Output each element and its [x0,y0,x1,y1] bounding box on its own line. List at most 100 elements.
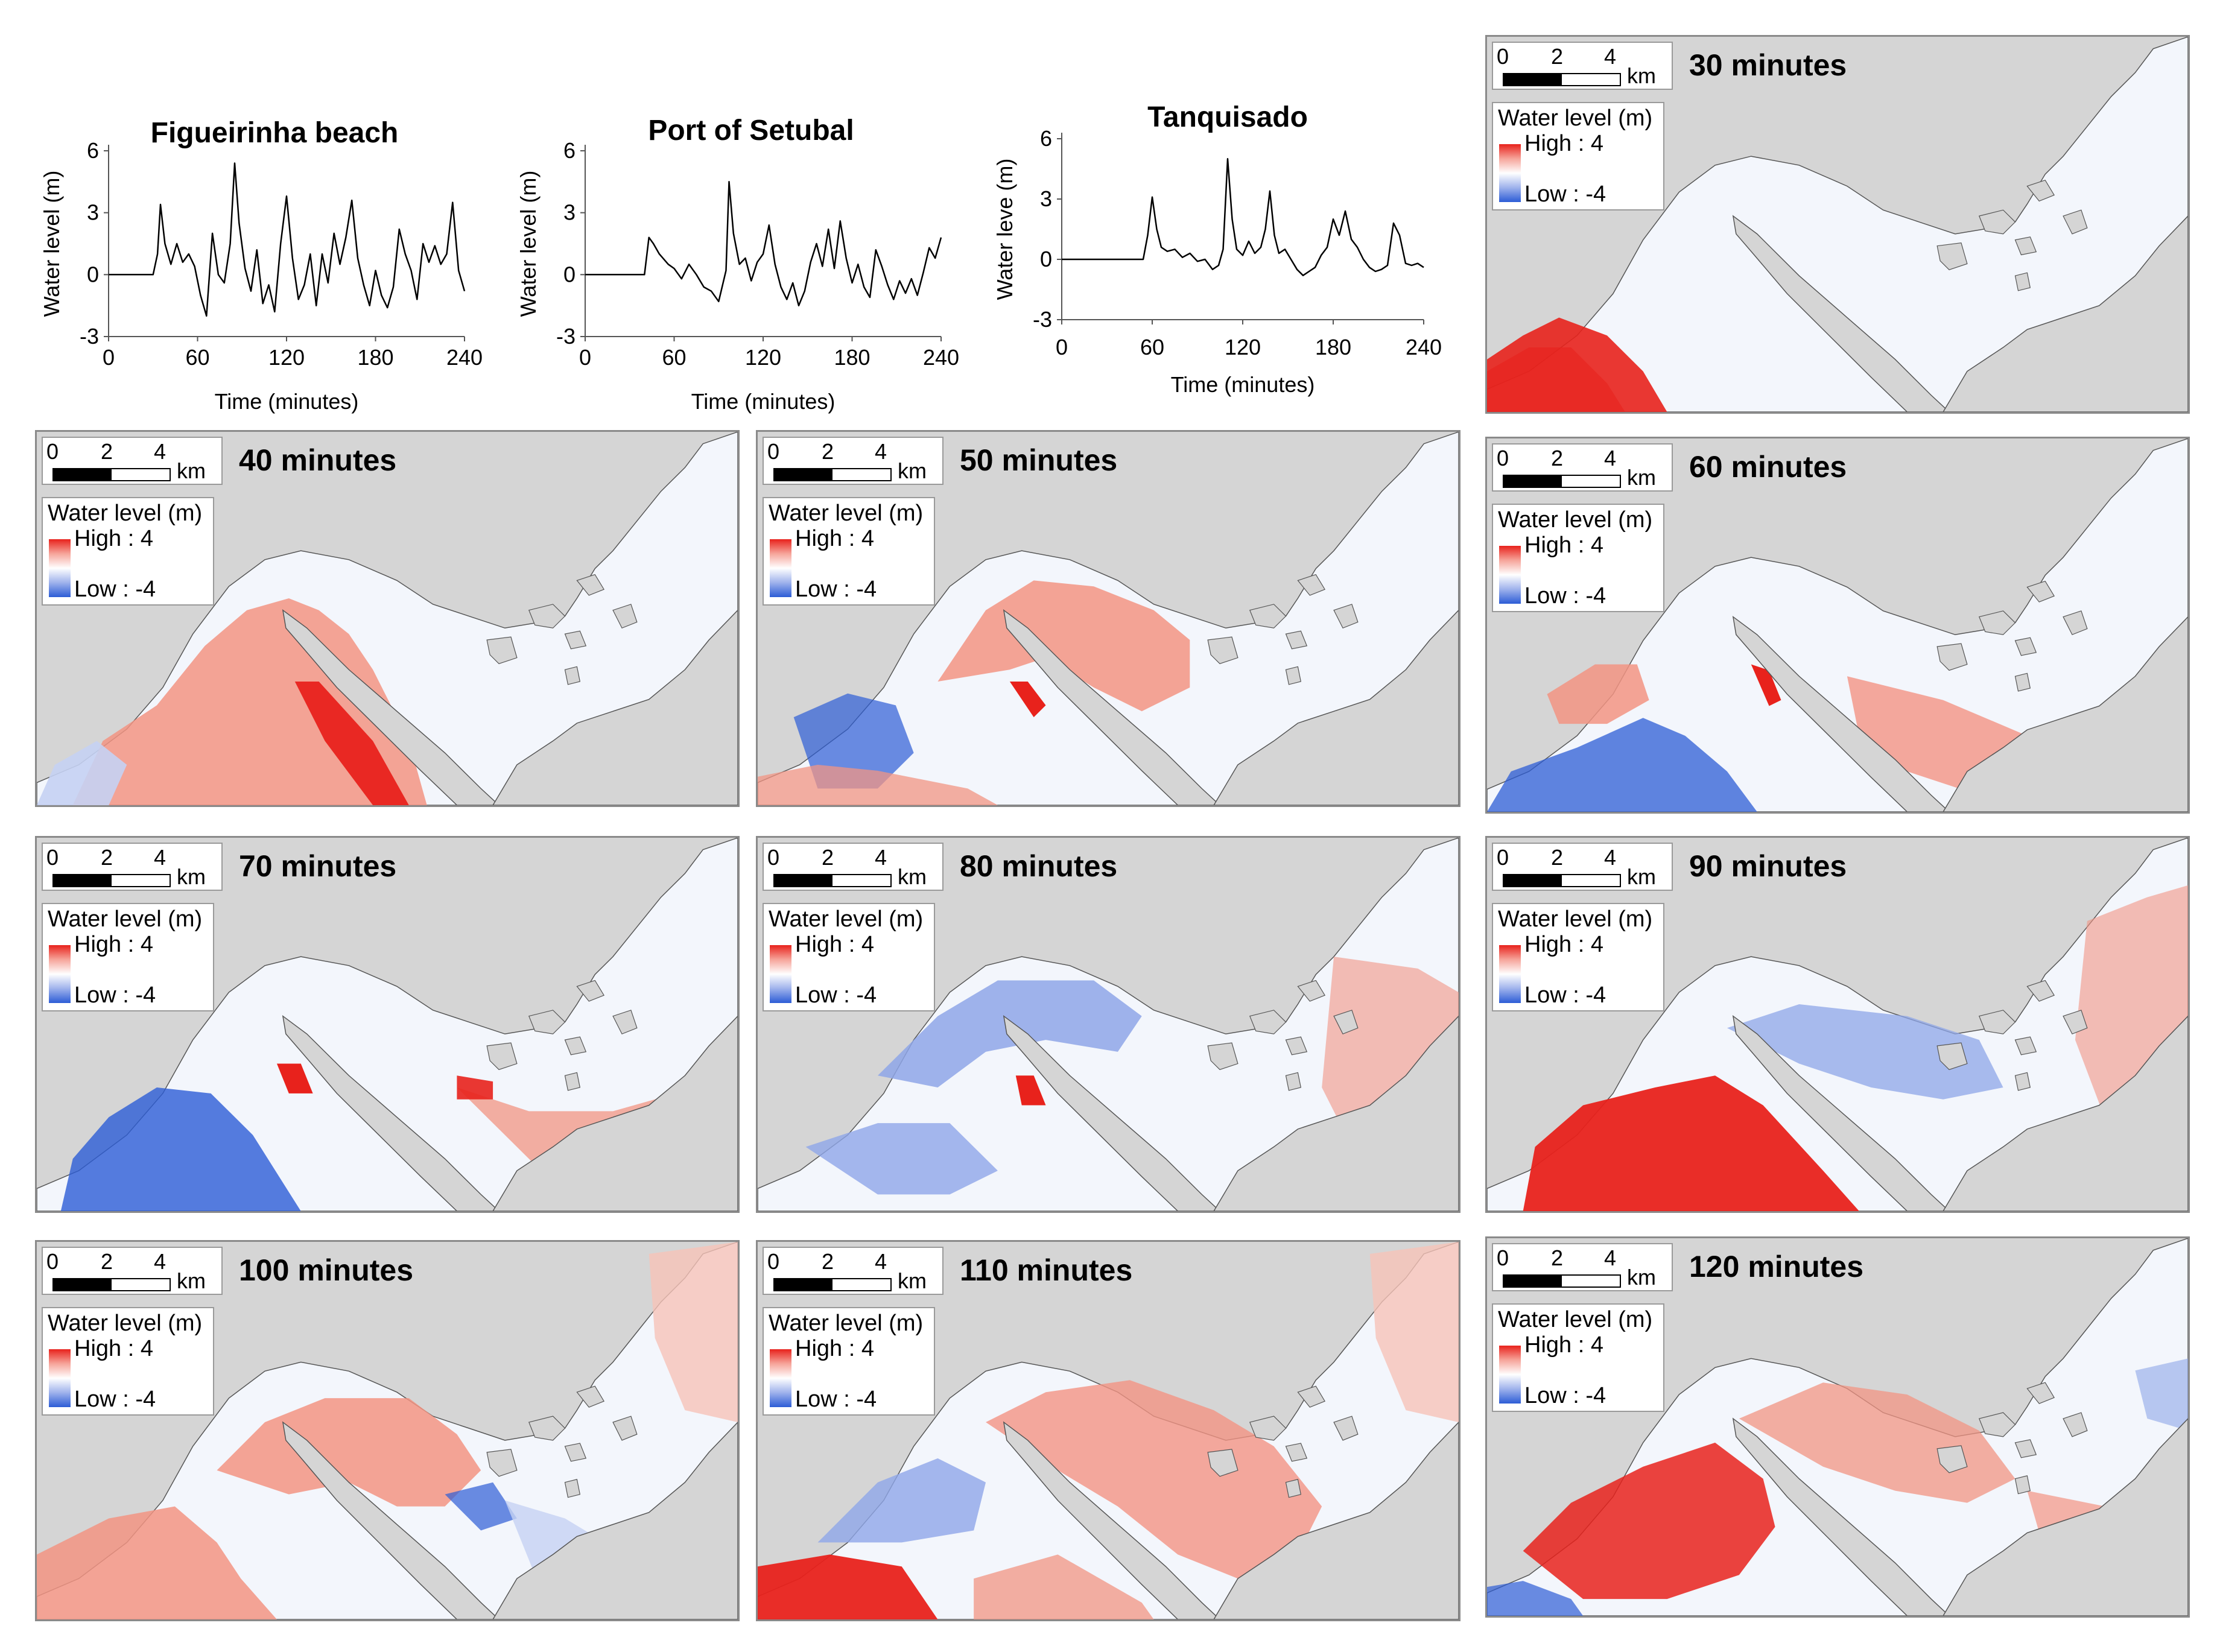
x-tick-label: 120 [268,345,305,370]
scale-bar-black-segment [52,468,113,481]
marsh-islands [528,979,638,1055]
scale-bar-black-segment [1503,73,1563,86]
legend-color-ramp [1499,144,1521,202]
legend-title: Water level (m) [769,501,924,526]
legend-high-label: High : 4 [795,526,874,551]
legend-low-label: Low : -4 [795,1387,877,1412]
scale-tick-label: 2 [822,845,834,870]
troia-peninsula [282,609,500,805]
water-level-series [1062,158,1424,276]
marsh-islands [1978,979,2088,1055]
x-tick-label: 60 [1140,335,1164,359]
harbour-blocks [1936,643,2031,692]
scale-bar-white-segment [831,468,892,481]
legend-color-ramp [49,1349,71,1407]
troia-peninsula [1732,616,1950,812]
x-tick-label: 0 [103,345,115,370]
map-canvas [1487,838,2188,1211]
scale-bar-white-segment [1561,1274,1621,1288]
water-level-area [986,1380,1322,1579]
troia-peninsula [282,1421,500,1619]
y-tick-label: -3 [1033,307,1052,332]
troia-peninsula [1003,1421,1221,1619]
south-land [1213,1421,1459,1619]
water-level-series [109,162,466,317]
map-panel-110: 110 minutes 0 2 4 km Water level (m) High : 4 L… [756,1240,1460,1621]
x-tick-label: 240 [1406,335,1442,359]
x-tick-label: 120 [1225,335,1261,359]
map-canvas [37,838,738,1211]
map-canvas [37,432,738,805]
south-land [492,1421,738,1619]
water-level-legend: Water level (m) High : 4 Low : -4 [1492,903,1664,1011]
water-level-area [1015,1075,1046,1106]
marsh-islands [1249,574,1359,650]
scale-bar: 0 2 4 km [763,437,944,485]
legend-low-label: Low : -4 [795,983,877,1008]
map-canvas [37,1242,738,1619]
marsh-islands [528,574,638,650]
scale-tick-label: 0 [1497,44,1509,69]
harbour-blocks [1936,242,2031,291]
x-tick-label: 0 [1056,335,1068,359]
map-canvas [758,432,1459,805]
map-canvas [1487,37,2188,412]
marsh-islands [1978,1382,2088,1458]
marsh-islands [1978,580,2088,656]
x-tick-label: 240 [923,345,959,370]
scale-tick-label: 4 [875,845,887,870]
marsh-islands [528,1385,638,1462]
water-level-area [805,1123,998,1195]
water-level-legend: Water level (m) High : 4 Low : -4 [42,497,214,606]
scale-tick-label: 2 [101,439,113,464]
scale-bar: 0 2 4 km [763,1247,944,1295]
harbour-blocks [1936,1042,2031,1091]
water-level-area [1487,718,1757,812]
scale-bar-white-segment [831,1278,892,1291]
scale-tick-label: 4 [154,845,166,870]
scale-tick-label: 0 [46,845,59,870]
map-canvas [758,1242,1459,1619]
chart-port-of-setubal: Port of Setubal 6 3 0 -3 0 60 120 180 240 Time (mi… [513,103,983,428]
water-level-area [758,764,998,805]
map-panel-50: 50 minutes 0 2 4 km Water level (m) High : 4 Lo… [756,430,1460,807]
scale-tick-label: 2 [822,1249,834,1274]
legend-title: Water level (m) [48,1311,203,1336]
water-level-area [1487,1581,1584,1616]
water-level-area [937,580,1190,712]
map-panel-title: 120 minutes [1689,1250,1864,1283]
scale-bar-black-segment [1503,874,1563,887]
legend-low-label: Low : -4 [1524,1383,1606,1408]
marsh-islands [1249,979,1359,1055]
water-level-area [217,1398,481,1507]
legend-color-ramp [1499,546,1521,604]
water-level-area [37,1506,277,1619]
south-land [1213,1015,1459,1211]
scale-tick-label: 0 [1497,845,1509,870]
y-tick-label: 3 [1040,186,1052,211]
scale-bar: 0 2 4 km [42,843,223,891]
legend-title: Water level (m) [1498,106,1653,131]
water-level-area [1751,664,1781,706]
water-level-area [1739,1382,2015,1503]
water-level-area [1369,1242,1459,1423]
legend-high-label: High : 4 [795,1336,874,1361]
legend-color-ramp [1499,1346,1521,1404]
scale-tick-label: 4 [875,1249,887,1274]
legend-high-label: High : 4 [1524,131,1603,156]
map-panel-title: 100 minutes [239,1253,414,1287]
scale-tick-label: 4 [154,1249,166,1274]
scale-bar-black-segment [1503,1274,1563,1288]
map-panel-title: 60 minutes [1689,450,1847,484]
water-level-area [1727,1004,2003,1100]
scale-bar-black-segment [1503,475,1563,488]
legend-high-label: High : 4 [1524,533,1603,558]
map-panel-title: 70 minutes [239,849,397,883]
x-tick-label: 60 [662,345,686,370]
map-panel-120: 120 minutes 0 2 4 km Water level (m) High : 4 L… [1485,1236,2190,1618]
legend-high-label: High : 4 [1524,932,1603,957]
legend-color-ramp [770,539,791,597]
scale-tick-label: 0 [767,1249,780,1274]
legend-high-label: High : 4 [74,1336,153,1361]
map-panel-title: 90 minutes [1689,849,1847,883]
